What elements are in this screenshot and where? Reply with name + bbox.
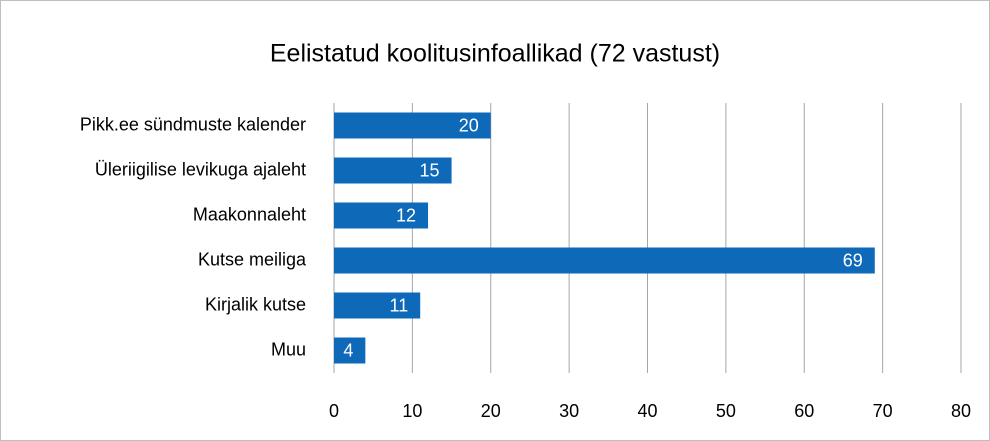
- y-tick-label: Maakonnaleht: [193, 204, 306, 224]
- bar: [334, 247, 875, 274]
- y-tick-label: Kutse meiliga: [198, 249, 307, 269]
- bar: [334, 112, 491, 139]
- y-tick-label: Pikk.ee sündmuste kalender: [80, 114, 306, 134]
- data-label: 20: [459, 115, 479, 135]
- bar: [334, 337, 366, 364]
- x-tick-label: 0: [329, 401, 339, 421]
- y-tick-label: Üleriigilise levikuga ajaleht: [95, 159, 306, 179]
- y-tick-label: Kirjalik kutse: [205, 294, 306, 314]
- x-tick-label: 60: [794, 401, 814, 421]
- x-tick-label: 20: [481, 401, 501, 421]
- data-label: 69: [843, 250, 863, 270]
- x-tick-label: 40: [637, 401, 657, 421]
- x-tick-label: 50: [716, 401, 736, 421]
- x-tick-label: 80: [951, 401, 971, 421]
- x-tick-label: 30: [559, 401, 579, 421]
- x-tick-label: 10: [402, 401, 422, 421]
- bar: [334, 157, 452, 184]
- y-tick-label: Muu: [271, 339, 306, 359]
- bar: [334, 202, 429, 229]
- bar: [334, 292, 421, 319]
- data-label: 4: [343, 340, 353, 360]
- x-tick-label: 70: [873, 401, 893, 421]
- data-label: 15: [420, 160, 440, 180]
- data-label: 12: [396, 205, 416, 225]
- chart-title: Eelistatud koolitusinfoallikad (72 vastu…: [270, 40, 720, 68]
- data-label: 11: [390, 295, 409, 315]
